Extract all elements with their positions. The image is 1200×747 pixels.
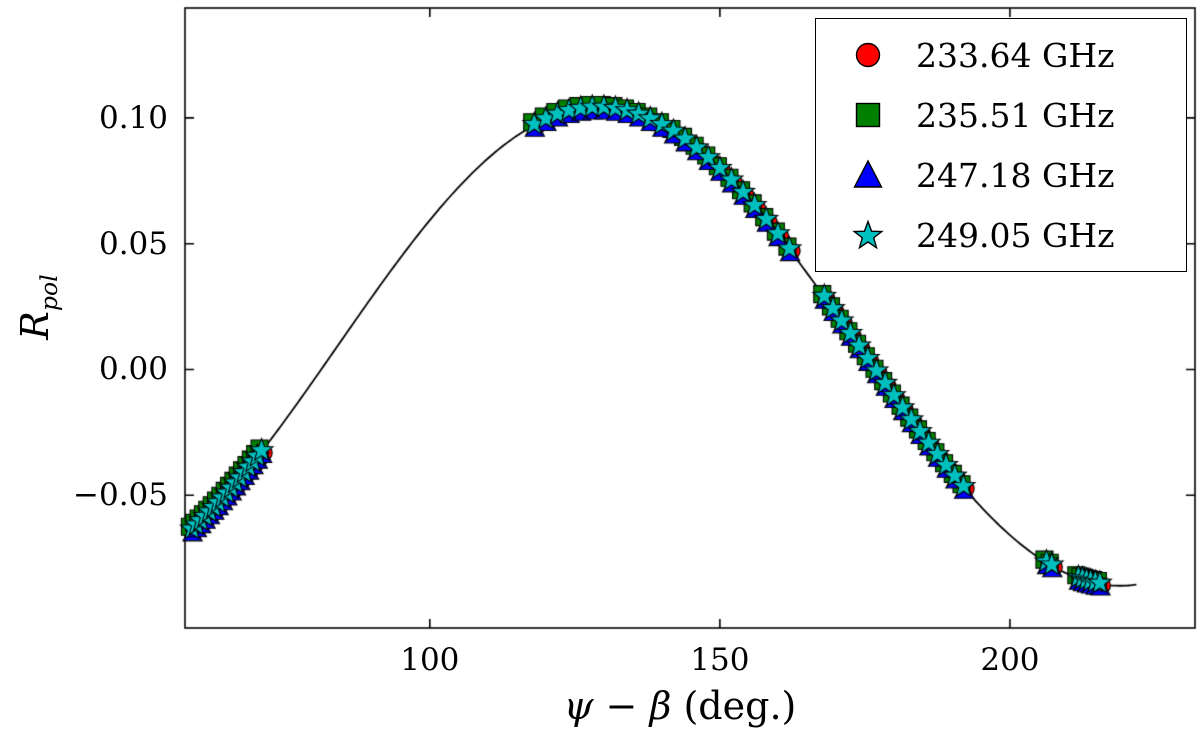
legend-label: 235.51 GHz <box>916 95 1115 135</box>
circle-marker-icon <box>820 33 916 77</box>
legend-entry: 247.18 GHz <box>820 153 1182 197</box>
legend-label: 249.05 GHz <box>916 215 1115 255</box>
triangle-marker-icon <box>820 153 916 197</box>
legend-label: 247.18 GHz <box>916 155 1115 195</box>
legend-entry: 249.05 GHz <box>820 213 1182 257</box>
star-marker-icon <box>820 213 916 257</box>
x-axis-label-math: ψ − β <box>563 684 672 728</box>
legend-entry: 233.64 GHz <box>820 33 1182 77</box>
y-axis-label-main: R <box>13 311 58 340</box>
square-marker-icon <box>820 93 916 137</box>
x-axis-label: ψ − β (deg.) <box>564 684 797 728</box>
y-axis-label-sub: pol <box>34 274 63 312</box>
legend-label: 233.64 GHz <box>916 35 1115 75</box>
x-axis-label-unit: (deg.) <box>671 684 797 728</box>
legend: 233.64 GHz 235.51 GHz 247.18 GHz 249.05 GHz <box>815 18 1187 272</box>
legend-entry: 235.51 GHz <box>820 93 1182 137</box>
y-axis-label: Rpol <box>13 274 63 339</box>
